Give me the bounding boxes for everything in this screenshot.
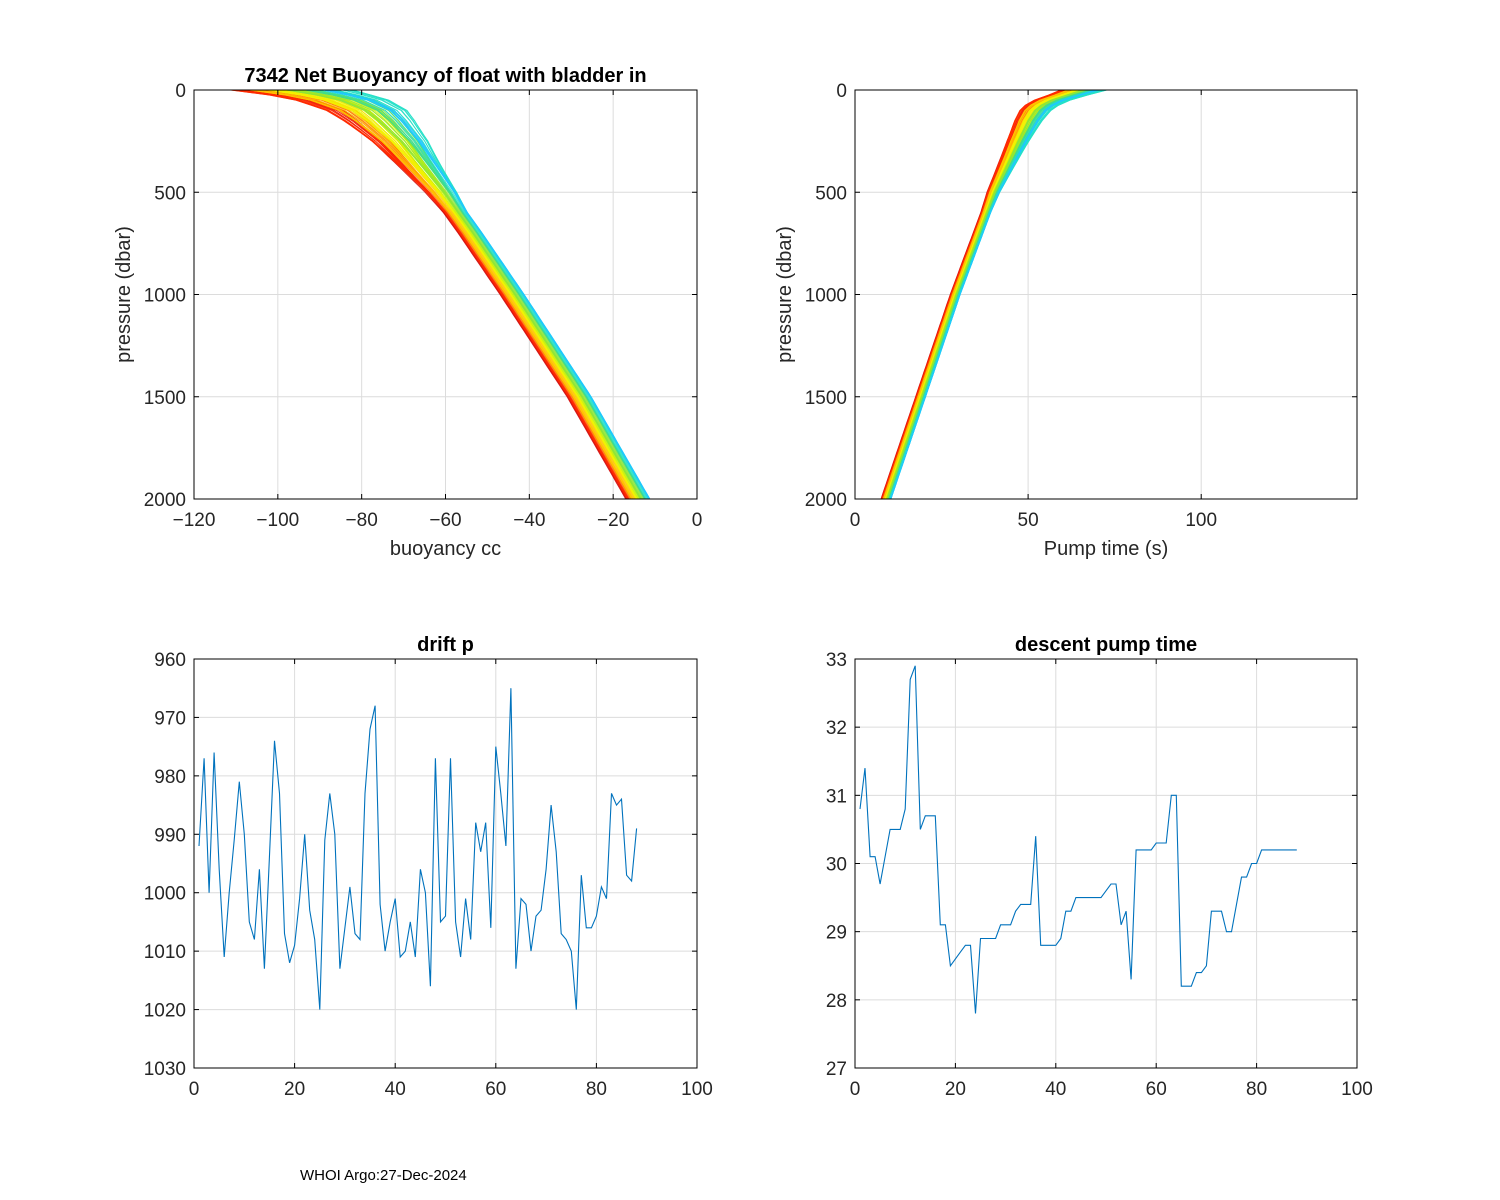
x-tick-label: 0: [189, 1079, 200, 1100]
buoyancy-profile-panel: −120 −100 −80 −60 −40 −20 0 0 500 1000 1500 2000 734…: [113, 65, 702, 560]
profile-line: [284, 90, 636, 499]
data-layer: [230, 90, 651, 499]
profile-line: [252, 90, 633, 499]
x-tick-label: −120: [173, 510, 216, 531]
y-tick-label: 2000: [144, 490, 186, 511]
chart-title: descent pump time: [1015, 634, 1197, 656]
x-tick-label: 0: [850, 510, 861, 531]
profile-line: [306, 90, 643, 499]
y-tick-label: 1000: [144, 884, 186, 905]
descent-pump-time-panel: 0 20 40 60 80 100 27 28 29 30 31 32 33 descent pump t…: [826, 634, 1373, 1100]
x-tick-label: 20: [945, 1079, 966, 1100]
drift-pressure-panel: 0 20 40 60 80 100 960 970 980 990 1000 1010 1020 1030…: [144, 634, 713, 1100]
x-axis-label: buoyancy cc: [390, 538, 501, 560]
x-tick-label: 80: [1246, 1079, 1267, 1100]
chart-title: drift p: [417, 634, 474, 656]
y-tick-label: 1000: [805, 286, 847, 307]
x-tick-label: 100: [681, 1079, 713, 1100]
chart-title: 7342 Net Buoyancy of float with bladder …: [244, 65, 646, 87]
y-tick-label: 29: [826, 923, 847, 944]
x-tick-label: 60: [485, 1079, 506, 1100]
y-axis-label: pressure (dbar): [774, 226, 796, 363]
x-tick-label: 60: [1146, 1079, 1167, 1100]
profile-line: [278, 90, 638, 499]
x-tick-label: −40: [513, 510, 545, 531]
y-tick-label: 28: [826, 991, 847, 1012]
y-tick-label: 32: [826, 718, 847, 739]
profile-line: [235, 90, 627, 499]
y-tick-label: 960: [154, 650, 186, 671]
profile-line: [266, 90, 635, 499]
y-tick-label: 970: [154, 708, 186, 729]
x-tick-label: 100: [1185, 510, 1217, 531]
x-tick-label: 100: [1341, 1079, 1373, 1100]
series-line: [198, 688, 638, 1010]
profile-line: [890, 90, 1099, 499]
y-tick-label: 1500: [144, 388, 186, 409]
y-tick-label: 980: [154, 767, 186, 788]
profile-line: [327, 90, 648, 499]
x-axis-label: Pump time (s): [1044, 538, 1168, 560]
y-tick-label: 990: [154, 825, 186, 846]
y-tick-label: 1010: [144, 942, 186, 963]
y-tick-label: 31: [826, 786, 847, 807]
x-tick-label: 0: [850, 1079, 861, 1100]
y-tick-label: 27: [826, 1059, 847, 1080]
data-layer: [859, 665, 1297, 1014]
x-tick-label: 0: [692, 510, 703, 531]
x-tick-label: −20: [597, 510, 629, 531]
y-tick-label: 0: [175, 81, 186, 102]
profile-line: [330, 90, 651, 499]
y-tick-label: 0: [836, 81, 847, 102]
x-tick-label: −100: [256, 510, 299, 531]
series-line: [859, 665, 1297, 1014]
data-layer: [198, 688, 638, 1010]
x-tick-label: 20: [284, 1079, 305, 1100]
y-tick-label: 500: [154, 183, 186, 204]
data-layer: [880, 90, 1108, 499]
y-tick-label: 1000: [144, 286, 186, 307]
footer-credit: WHOI Argo:27-Dec-2024: [300, 1167, 467, 1184]
x-tick-label: −60: [429, 510, 461, 531]
profile-line: [318, 90, 647, 499]
profile-line: [246, 90, 630, 499]
y-tick-label: 1030: [144, 1059, 186, 1080]
profile-line: [271, 90, 638, 499]
x-tick-label: 40: [385, 1079, 406, 1100]
profile-line: [238, 90, 629, 499]
y-tick-label: 1020: [144, 1001, 186, 1022]
x-tick-label: 40: [1045, 1079, 1066, 1100]
y-tick-label: 30: [826, 855, 847, 876]
profile-line: [310, 90, 646, 499]
x-tick-label: −80: [346, 510, 378, 531]
x-tick-label: 80: [586, 1079, 607, 1100]
axes-box: [193, 658, 698, 1069]
y-tick-label: 33: [826, 650, 847, 671]
plot-area: [194, 659, 697, 1068]
profile-line: [291, 90, 642, 499]
x-tick-label: 50: [1018, 510, 1039, 531]
y-axis-label: pressure (dbar): [113, 226, 135, 363]
profile-line: [298, 90, 643, 499]
y-tick-label: 1500: [805, 388, 847, 409]
profile-line: [258, 90, 634, 499]
profile-line: [286, 90, 639, 499]
profile-line: [233, 90, 629, 499]
y-tick-label: 2000: [805, 490, 847, 511]
y-tick-label: 500: [815, 183, 847, 204]
